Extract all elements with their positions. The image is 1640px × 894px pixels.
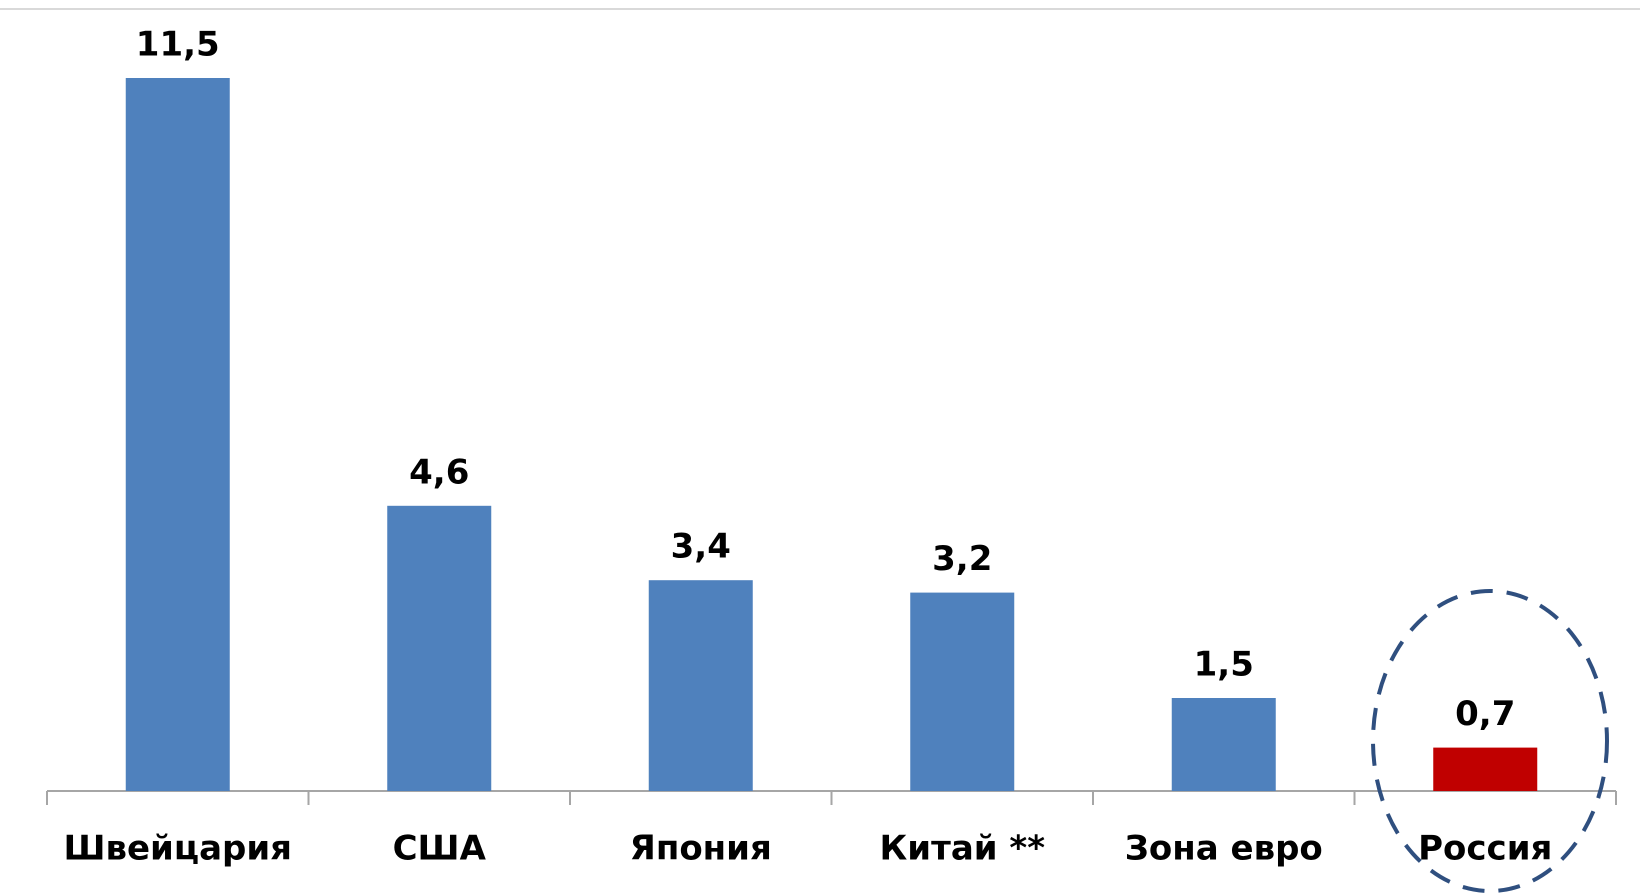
x-tick-label: Япония: [630, 829, 772, 869]
x-tick-label: Китай **: [880, 829, 1046, 869]
bar: [648, 580, 753, 791]
value-label: 11,5: [136, 25, 220, 65]
bar: [387, 505, 492, 791]
value-label: 1,5: [1194, 645, 1254, 685]
value-label: 3,4: [671, 527, 731, 567]
x-tick-label: Швейцария: [63, 829, 292, 869]
value-label: 3,2: [932, 539, 992, 579]
highlight-ellipse: [1371, 589, 1609, 893]
value-label: 0,7: [1455, 694, 1515, 734]
x-tick-label: Россия: [1418, 829, 1552, 869]
bar: [125, 78, 230, 791]
axis: [46, 790, 1617, 805]
value-label: 4,6: [409, 452, 469, 492]
bar: [1171, 698, 1276, 791]
bar: [1433, 747, 1538, 791]
x-tick-label: США: [393, 829, 487, 869]
bar: [910, 592, 1015, 791]
x-tick-label: Зона евро: [1125, 829, 1323, 869]
